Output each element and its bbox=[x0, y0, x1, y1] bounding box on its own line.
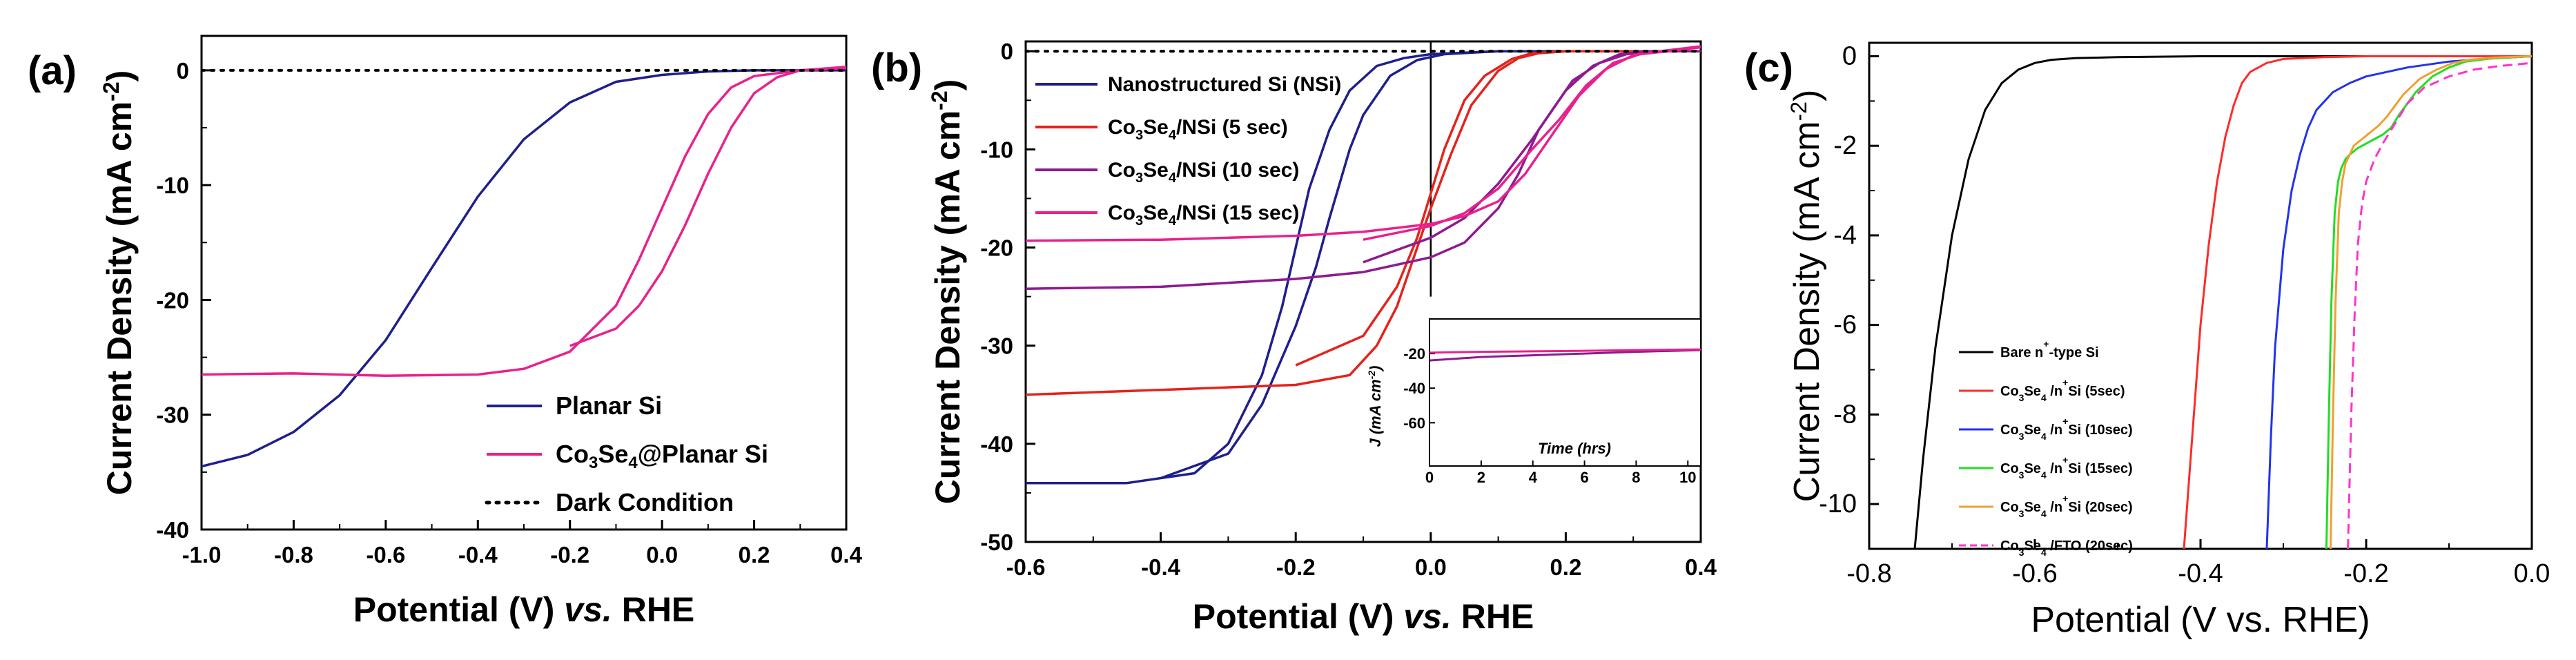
series-line-co3se4-nsi-10-sec-return-scan bbox=[1363, 50, 1701, 264]
inset-y-tick-label: -40 bbox=[1403, 380, 1425, 397]
legend-entry-label: Co3Se4/NSi (15 sec) bbox=[1108, 202, 1299, 229]
y-tick-label: -10 bbox=[156, 173, 189, 198]
y-tick-label: -30 bbox=[980, 333, 1013, 359]
x-tick-label: -1.0 bbox=[182, 542, 222, 567]
y-tick-label: -4 bbox=[1833, 221, 1857, 250]
y-tick-label: -20 bbox=[156, 287, 189, 313]
legend-entry-label: Dark Condition bbox=[556, 488, 734, 516]
series-line-co3se4-n-si-20sec bbox=[2329, 55, 2532, 549]
x-tick-label: 0.2 bbox=[1550, 554, 1581, 580]
panel-label: (a) bbox=[28, 48, 77, 93]
x-tick-label: -0.4 bbox=[1141, 554, 1181, 580]
y-tick-label: 0 bbox=[1842, 41, 1857, 70]
series-line-co3se4-n-si-15sec bbox=[2325, 55, 2532, 549]
x-tick-label: -0.4 bbox=[2178, 559, 2223, 588]
inset-x-tick-label: 0 bbox=[1425, 469, 1434, 486]
legend-entry-label: Bare n+-type Si bbox=[2000, 338, 2099, 360]
y-tick-label: -10 bbox=[980, 137, 1013, 162]
y-tick-label: 0 bbox=[177, 58, 189, 84]
series-line-co3se4-fto-20sec bbox=[2347, 61, 2532, 549]
plot-frame-c bbox=[1868, 41, 2533, 550]
inset-chart: 0 2 4 6 8 10 -20 -40 -60 Time (hrs) J (mA cm-2) bbox=[1366, 318, 1701, 486]
y-tick-label: -10 bbox=[1819, 489, 1857, 518]
legend-entry-label: Nanostructured Si (NSi) bbox=[1108, 73, 1341, 96]
x-tick-label: 0.4 bbox=[1685, 554, 1717, 580]
inset-y-tick-label: -60 bbox=[1403, 414, 1425, 431]
series-line-nanostructured-si-nsi-return-scan bbox=[1160, 50, 1701, 480]
legend: Planar Si Co3Se4@Planar Si Dark Condition bbox=[485, 391, 768, 516]
legend-entry-label: Co3Se4/NSi (10 sec) bbox=[1108, 159, 1299, 186]
series-line-co3se4-n-si-10sec bbox=[2265, 55, 2532, 549]
series-line-co3se4-n-si-5sec bbox=[2183, 55, 2532, 549]
series-line-co3se4-nsi-5-sec-return-scan bbox=[1295, 50, 1701, 367]
x-tick-label: 0.0 bbox=[646, 542, 678, 567]
inset-x-tick-label: 10 bbox=[1679, 469, 1696, 486]
y-tick-label: -50 bbox=[980, 530, 1013, 555]
y-tick-label: -30 bbox=[156, 402, 189, 428]
inset-series-line bbox=[1430, 349, 1701, 362]
series-line-co3se4-planar-si bbox=[202, 66, 846, 377]
y-tick-label: -8 bbox=[1833, 400, 1857, 429]
x-tick-label: -0.8 bbox=[274, 542, 313, 567]
x-tick-label: -0.2 bbox=[550, 542, 589, 567]
inset-x-tick-label: 2 bbox=[1477, 469, 1485, 486]
x-tick-label: -0.2 bbox=[2343, 559, 2388, 588]
series-line-co3se4-nsi-15-sec-return-scan bbox=[1363, 46, 1701, 241]
x-axis-label: Potential (V vs. RHE) bbox=[2031, 600, 2370, 640]
series-line-bare-n-type-si bbox=[1913, 55, 2532, 549]
panel-c: (c) -0.8 -0.6 -0.4 -0.2 0.0 0 -2 -4 -6 -8 -10 Potent… bbox=[1744, 41, 2550, 640]
panel-label: (b) bbox=[871, 46, 922, 90]
legend-entry-label: Co3Se4 /n+Si (15sec) bbox=[2000, 454, 2133, 481]
y-tick-label: -6 bbox=[1833, 311, 1857, 340]
inset-frame bbox=[1429, 318, 1701, 467]
panel-b: (b) -0.6 -0.4 -0.2 0.0 0.2 0.4 0 -10 -20 -30 -40 -50… bbox=[871, 39, 1717, 636]
legend-entry-label: Co3Se4 /n+Si (10sec) bbox=[2000, 416, 2133, 442]
x-axis-label: Potential (V) vs. RHE bbox=[353, 590, 695, 629]
x-tick-label: 0.0 bbox=[1415, 554, 1447, 580]
y-tick-label: -40 bbox=[980, 431, 1013, 457]
panel-a: (a) -1.0 -0.8 -0.6 -0.4 -0.2 0.0 0.2 0.4 0 -10 -20 -… bbox=[28, 35, 863, 629]
series-line-planar-si bbox=[202, 69, 846, 468]
legend-entry-label: Co3Se4 /n+Si (5sec) bbox=[2000, 377, 2125, 403]
legend-entry-label: Planar Si bbox=[556, 391, 662, 420]
x-tick-label: -0.6 bbox=[2012, 559, 2057, 588]
legend-entry-label: Co3Se4 /FTO (20sec) bbox=[2000, 538, 2133, 558]
x-tick-label: -0.4 bbox=[458, 542, 498, 567]
x-tick-label: -0.6 bbox=[1006, 554, 1046, 580]
series-line-co3se4-planar-si-return-scan bbox=[569, 66, 846, 347]
y-axis-label: Current Density (mA cm-2) bbox=[1786, 90, 1827, 503]
panel-label: (c) bbox=[1744, 46, 1793, 90]
y-tick-label: -2 bbox=[1833, 131, 1857, 160]
x-tick-label: 0.4 bbox=[830, 542, 863, 567]
x-axis-label: Potential (V) vs. RHE bbox=[1193, 597, 1534, 636]
inset-x-tick-label: 8 bbox=[1632, 469, 1640, 486]
y-tick-label: -20 bbox=[980, 235, 1013, 261]
x-tick-label: -0.6 bbox=[366, 542, 405, 567]
inset-series-line bbox=[1430, 348, 1701, 354]
inset-y-tick-label: -20 bbox=[1403, 345, 1425, 362]
inset-x-tick-label: 6 bbox=[1580, 469, 1588, 486]
series-line-co3se4-nsi-5-sec bbox=[1026, 50, 1701, 396]
legend-entry-label: Co3Se4/NSi (5 sec) bbox=[1108, 116, 1288, 143]
inset-x-tick-label: 4 bbox=[1529, 469, 1538, 486]
x-tick-label: -0.8 bbox=[1846, 559, 1891, 588]
y-tick-label: -40 bbox=[156, 517, 189, 543]
y-axis-label: Current Density (mA cm-2) bbox=[927, 79, 967, 505]
legend: Nanostructured Si (NSi) Co3Se4/NSi (5 sec… bbox=[1035, 73, 1341, 229]
y-tick-label: 0 bbox=[1001, 39, 1013, 64]
inset-x-axis-label: Time (hrs) bbox=[1538, 440, 1611, 457]
x-tick-label: -0.2 bbox=[1276, 554, 1316, 580]
inset-y-axis-label: J (mA cm-2) bbox=[1366, 366, 1384, 447]
legend-entry-label: Co3Se4 /n+Si (20sec) bbox=[2000, 493, 2133, 519]
y-axis-label: Current Density (mA cm-2) bbox=[99, 70, 139, 496]
x-tick-label: 0.0 bbox=[2514, 559, 2550, 588]
x-tick-label: 0.2 bbox=[739, 542, 770, 567]
legend-entry-label: Co3Se4@Planar Si bbox=[556, 440, 768, 472]
legend: Bare n+-type Si Co3Se4 /n+Si (5sec) Co3Se4… bbox=[1959, 338, 2133, 558]
